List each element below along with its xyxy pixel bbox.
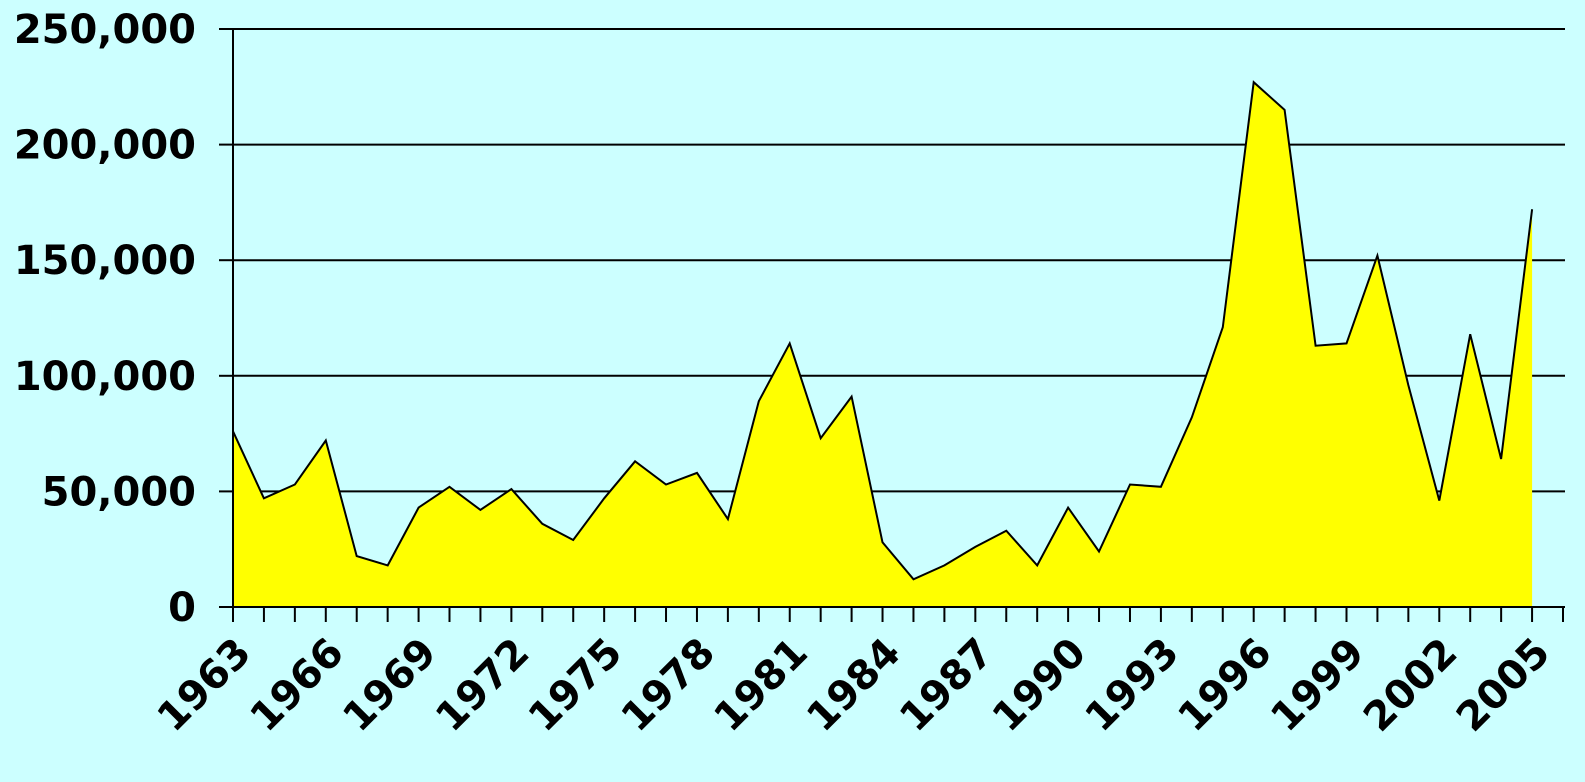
y-tick-label: 200,000	[14, 123, 196, 169]
y-tick-label: 50,000	[42, 469, 196, 515]
x-tick-label: 1990	[984, 630, 1095, 741]
x-tick-label: 1963	[149, 630, 260, 741]
y-axis-tick-labels: 0 50,000 100,000 150,000 200,000 250,000	[14, 7, 196, 631]
y-tick-label: 150,000	[14, 238, 196, 284]
x-tick-label: 1975	[520, 630, 631, 741]
x-tick-label: 1999	[1262, 630, 1373, 741]
area-outline	[232, 80, 1534, 581]
x-tick-label: 1993	[1077, 630, 1188, 741]
x-tick-label: 1987	[891, 630, 1002, 741]
axes	[219, 28, 1565, 622]
data-area	[232, 80, 1534, 607]
x-tick-label: 1966	[242, 630, 353, 741]
y-tick-label: 0	[168, 585, 196, 631]
y-tick-label: 250,000	[14, 7, 196, 53]
x-axis-tick-labels: 1963196619691972197519781981198419871990…	[149, 630, 1559, 741]
x-tick-label: 2005	[1448, 630, 1559, 741]
x-tick-label: 1984	[798, 630, 909, 741]
x-tick-label: 1978	[613, 630, 724, 741]
y-tick-label: 100,000	[14, 354, 196, 400]
x-tick-label: 1972	[427, 630, 538, 741]
x-tick-label: 2002	[1355, 630, 1466, 741]
area-fill	[233, 82, 1533, 607]
x-tick-label: 1969	[334, 630, 445, 741]
x-tick-label: 1996	[1170, 630, 1281, 741]
x-tick-label: 1981	[706, 630, 817, 741]
